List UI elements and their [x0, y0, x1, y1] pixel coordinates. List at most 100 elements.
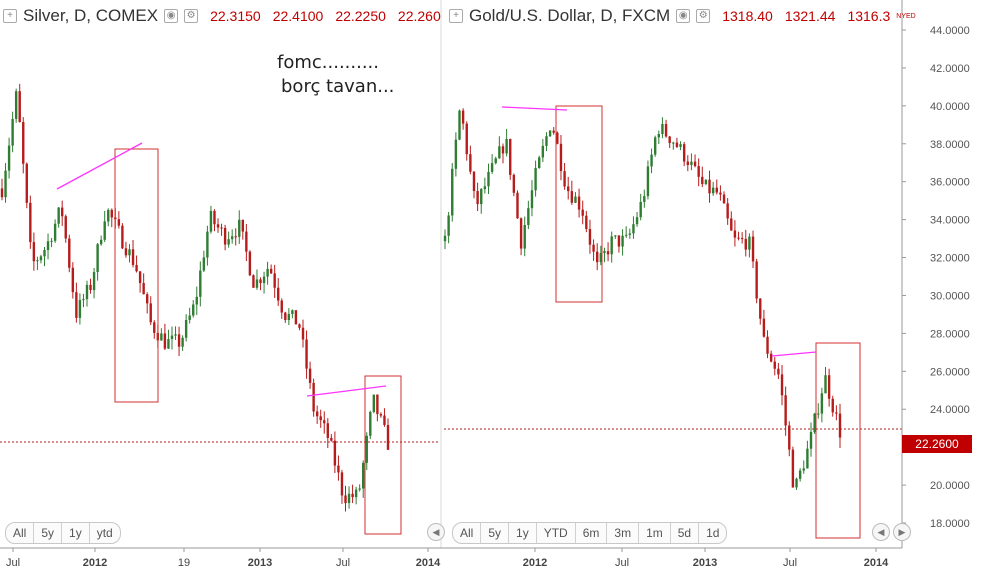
- candle-body: [519, 218, 523, 249]
- candle-body: [686, 161, 689, 166]
- range-button-5y[interactable]: 5y: [33, 523, 61, 543]
- range-button-ytd[interactable]: YTD: [535, 523, 575, 543]
- candle-body: [227, 239, 230, 245]
- candle-body: [199, 270, 202, 297]
- range-button-all[interactable]: All: [13, 526, 27, 540]
- candle-body: [635, 217, 639, 225]
- x-axis-label: 2014: [864, 557, 889, 569]
- gear-icon[interactable]: ⚙: [184, 9, 199, 23]
- candle-body: [447, 215, 450, 236]
- range-button-5y[interactable]: 5y: [480, 523, 508, 543]
- range-button-ytd[interactable]: ytd: [88, 523, 120, 543]
- candle-body: [824, 375, 827, 394]
- candle-body: [570, 191, 574, 203]
- candle-body: [733, 230, 737, 238]
- scroll-left-button[interactable]: ◀: [872, 523, 890, 541]
- plus-icon[interactable]: +: [449, 9, 463, 23]
- candle-body: [305, 339, 308, 369]
- scroll-left-button[interactable]: ◀: [427, 523, 445, 541]
- candle-body: [103, 221, 106, 240]
- candle-body: [527, 208, 530, 226]
- candle-body: [505, 138, 508, 154]
- candle-body: [621, 235, 624, 247]
- right-range-selector: All 5y 1y YTD 6m 3m 1m 5d 1d: [452, 522, 728, 544]
- candle-body: [110, 209, 113, 218]
- candle-body: [762, 318, 766, 337]
- candle-body: [319, 416, 322, 421]
- candle-body: [798, 470, 802, 479]
- ohlc-value: 22.2250: [335, 8, 386, 24]
- scroll-right-button[interactable]: ▶: [893, 523, 911, 541]
- candle-body: [128, 249, 131, 256]
- y-axis-label: 18.0000: [930, 518, 970, 530]
- gear-icon[interactable]: ⚙: [696, 9, 711, 23]
- candle-body: [57, 207, 60, 224]
- y-axis-label: 28.0000: [930, 328, 970, 340]
- trend-line: [771, 351, 817, 357]
- range-button-1m[interactable]: 1m: [638, 523, 670, 543]
- range-button-1y[interactable]: 1y: [61, 523, 89, 543]
- plus-icon[interactable]: +: [3, 9, 17, 23]
- range-button-6m[interactable]: 6m: [574, 523, 607, 543]
- range-button-all[interactable]: All: [460, 526, 474, 540]
- candle-body: [351, 493, 354, 498]
- candle-body: [241, 219, 245, 232]
- candle-body: [465, 123, 468, 155]
- y-axis-label: 44.0000: [930, 25, 970, 37]
- candle-body: [592, 244, 595, 252]
- candle-body: [722, 194, 726, 204]
- candle-body: [362, 462, 365, 489]
- candle-body: [124, 248, 128, 256]
- chevron-right-icon: ▶: [898, 527, 906, 537]
- candle-body: [344, 495, 347, 504]
- candle-body: [238, 219, 241, 237]
- candle-body: [617, 235, 621, 247]
- candle-body: [195, 296, 198, 305]
- range-button-1d[interactable]: 1d: [698, 523, 726, 543]
- eye-icon[interactable]: ◉: [164, 9, 179, 23]
- candle-body: [715, 187, 718, 193]
- candle-body: [379, 414, 383, 416]
- candle-body: [472, 171, 476, 192]
- candle-body: [777, 368, 780, 375]
- candle-body: [22, 122, 25, 164]
- range-button-3m[interactable]: 3m: [606, 523, 638, 543]
- candle-body: [188, 315, 191, 321]
- candle-body: [737, 237, 740, 239]
- candle-body: [14, 91, 18, 119]
- candle-body: [223, 227, 227, 245]
- candle-body: [498, 146, 501, 159]
- candle-body: [255, 279, 259, 288]
- candle-body: [574, 196, 577, 203]
- candle-body: [443, 235, 447, 242]
- candle-body: [744, 238, 747, 250]
- annotation-borc-tavan: borç tavan...: [281, 76, 395, 97]
- candle-body: [773, 361, 776, 369]
- candle-body: [664, 124, 668, 137]
- candle-body: [330, 437, 333, 441]
- eye-icon[interactable]: ◉: [676, 9, 691, 23]
- candle-body: [661, 124, 664, 135]
- candle-body: [454, 139, 458, 169]
- candle-body: [483, 186, 487, 190]
- candle-body: [650, 154, 653, 167]
- candle-body: [577, 196, 581, 210]
- candle-body: [567, 186, 570, 192]
- candle-body: [326, 423, 329, 438]
- x-axis-label: Jul: [783, 557, 797, 569]
- candle-body: [99, 239, 103, 245]
- candle-body: [46, 241, 50, 251]
- candle-body: [838, 413, 842, 438]
- candle-body: [216, 224, 220, 228]
- range-button-5d[interactable]: 5d: [669, 523, 698, 543]
- range-button-1y[interactable]: 1y: [508, 523, 536, 543]
- candle-body: [202, 257, 206, 271]
- chevron-left-icon: ◀: [432, 527, 440, 537]
- candle-body: [92, 272, 96, 291]
- candle-body: [68, 238, 71, 268]
- candle-body: [541, 145, 545, 158]
- candle-body: [490, 163, 494, 172]
- candle-body: [284, 312, 287, 321]
- candle-body: [71, 267, 75, 293]
- candle-body: [802, 468, 805, 471]
